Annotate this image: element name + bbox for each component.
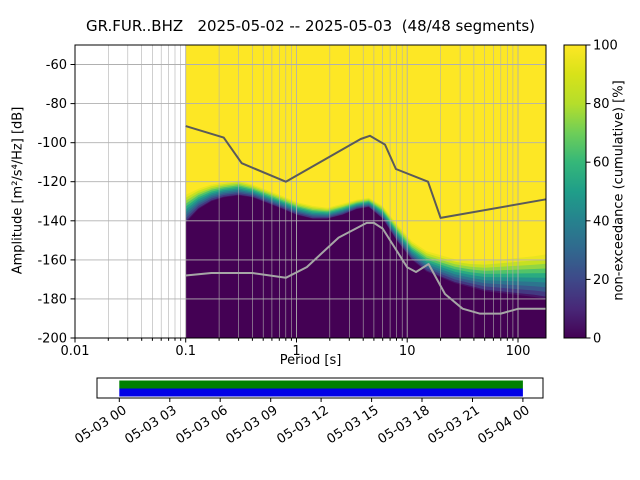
y-tick-label: -140 (37, 214, 67, 229)
low-noise-model-line (185, 221, 546, 315)
colorbar-tick-label: 80 (593, 97, 610, 112)
colorbar-label: non-exceedance (cumulative) [%] (611, 80, 627, 301)
x-tick-label: 1 (292, 344, 300, 359)
colorbar (563, 44, 587, 339)
chart-title: GR.FUR..BHZ 2025-05-02 -- 2025-05-03 (48… (85, 17, 535, 35)
x-tick-label: 10 (399, 344, 416, 359)
y-tick-labels: -200 -180 -160 -140 -120 -100 -80 -60 (37, 58, 67, 347)
colorbar-tick-label: 0 (593, 332, 601, 347)
colorbar-tick-label: 20 (593, 273, 610, 288)
grid (74, 45, 546, 339)
y-tick-label: -160 (37, 253, 67, 268)
x-ticks (74, 338, 519, 343)
x-tick-label: 100 (506, 344, 531, 359)
colorbar-tick-label: 60 (593, 156, 610, 171)
axes-frame (74, 44, 547, 339)
colorbar-tick-label: 100 (593, 39, 618, 54)
y-ticks (70, 64, 75, 339)
timeline-data-extent (119, 388, 523, 397)
y-tick-label: -200 (37, 332, 67, 347)
colorbar-ticks (586, 44, 591, 339)
x-tick-label: 0.1 (175, 344, 196, 359)
high-noise-model-line (185, 125, 547, 219)
y-axis-label: Amplitude [m²/s⁴/Hz] [dB] (10, 106, 26, 275)
x-tick-label: 0.01 (61, 344, 90, 359)
x-axis-label: Period [s] (279, 353, 342, 368)
x-tick-labels: 0.01 0.1 1 10 100 (61, 344, 531, 359)
y-tick-label: -100 (37, 136, 67, 151)
y-tick-label: -180 (37, 292, 67, 307)
timeline-used-segments (119, 380, 523, 389)
colorbar-tick-labels: 0 20 40 60 80 100 (593, 39, 618, 347)
y-tick-label: -60 (46, 58, 67, 73)
y-tick-label: -120 (37, 175, 67, 190)
colorbar-tick-label: 40 (593, 214, 610, 229)
timeline-coverage-bar (96, 377, 544, 402)
ppsd-distribution-mesh (185, 45, 546, 338)
y-tick-label: -80 (46, 97, 67, 112)
